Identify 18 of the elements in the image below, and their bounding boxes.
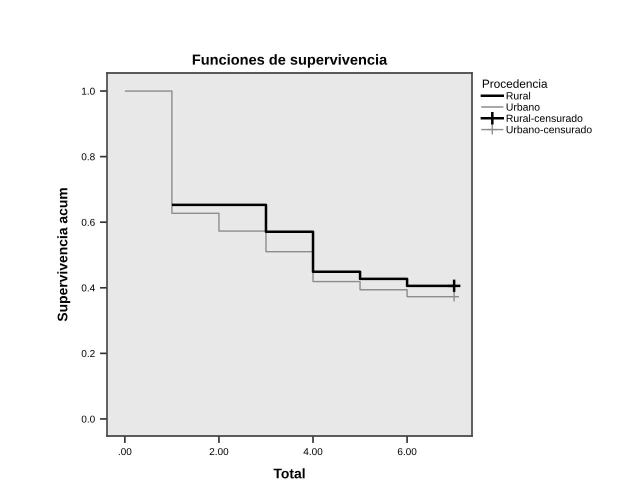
y-tick-label: 0.6 bbox=[82, 218, 95, 226]
chart-title: Funciones de supervivencia bbox=[192, 54, 388, 68]
legend-label: Rural-censurado bbox=[506, 114, 582, 122]
y-tick-label: 0.4 bbox=[82, 284, 95, 292]
y-tick-label: 1.0 bbox=[82, 88, 95, 95]
legend-label: Urbano-censurado bbox=[506, 126, 592, 134]
x-axis-title: Total bbox=[274, 468, 305, 478]
y-tick-label: 0.0 bbox=[82, 416, 95, 423]
x-tick-label: 2.00 bbox=[210, 448, 228, 456]
x-tick-label: 6.00 bbox=[398, 448, 416, 456]
y-axis-title: Supervivencia acum bbox=[57, 188, 70, 322]
x-tick-label: 4.00 bbox=[304, 448, 322, 456]
y-tick-label: 0.2 bbox=[82, 350, 95, 358]
legend-title: Procedencia bbox=[482, 79, 548, 88]
x-tick-label: .00 bbox=[118, 448, 132, 456]
legend-label: Urbano bbox=[506, 103, 540, 111]
legend-label: Rural bbox=[506, 92, 530, 100]
y-tick-label: 0.8 bbox=[82, 153, 95, 160]
